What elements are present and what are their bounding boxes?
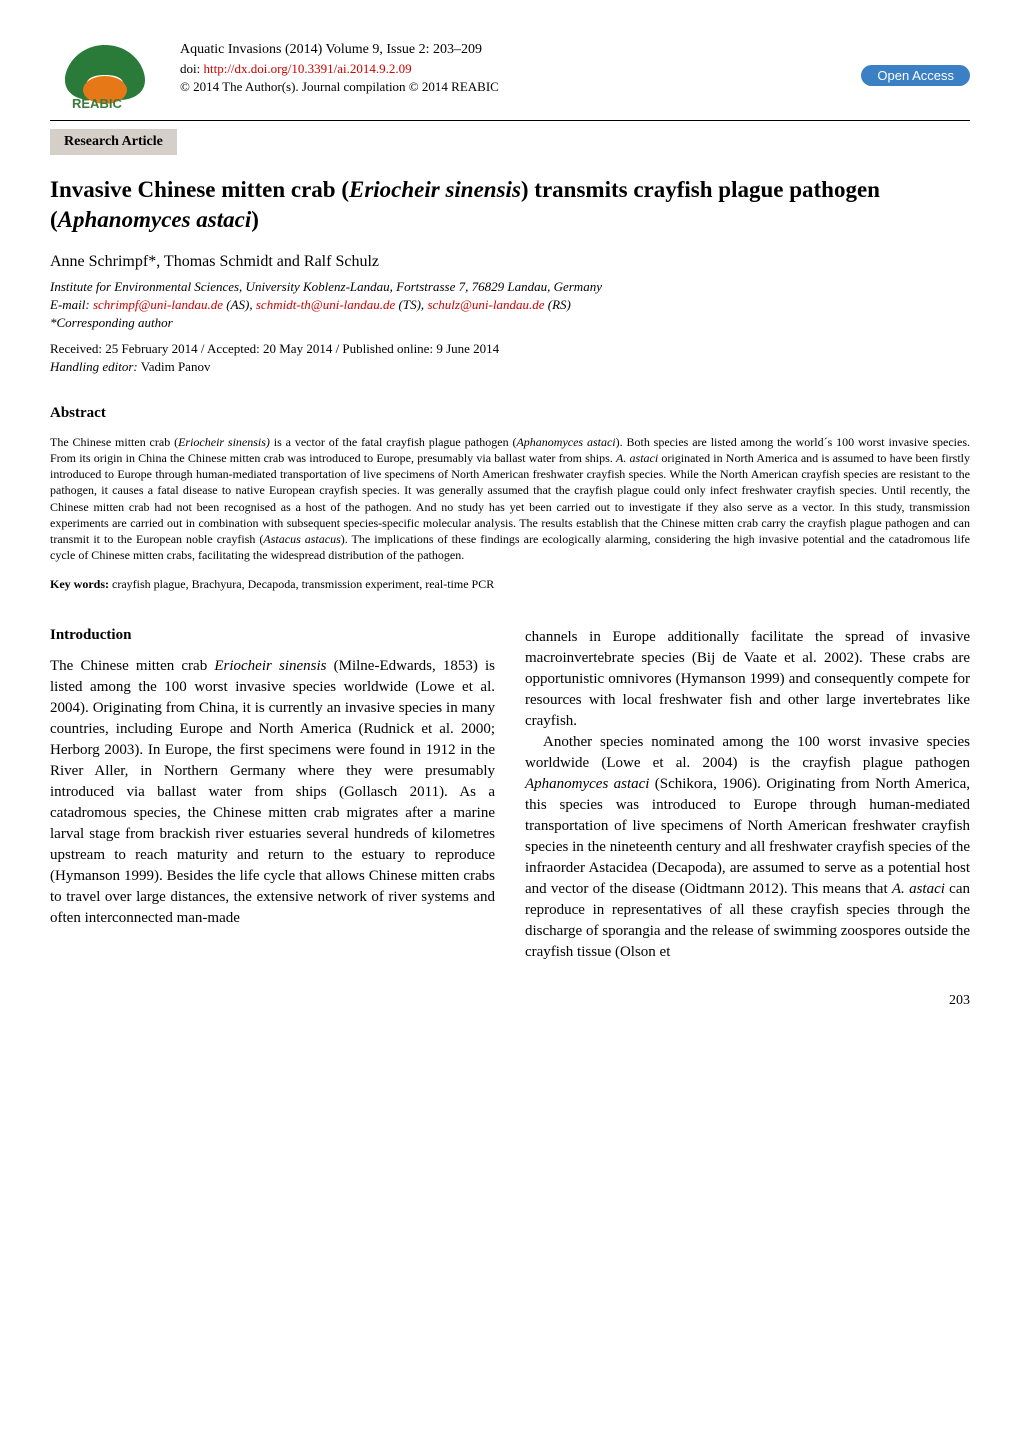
email-link-1[interactable]: schrimpf@uni-landau.de — [93, 297, 223, 312]
open-access-badge: Open Access — [861, 65, 970, 86]
keywords-text: crayfish plague, Brachyura, Decapoda, tr… — [112, 577, 494, 591]
email-prefix: E-mail: — [50, 297, 93, 312]
research-article-label: Research Article — [50, 129, 177, 155]
handling-editor: Handling editor: Vadim Panov — [50, 359, 970, 375]
email-suffix-1: (AS), — [223, 297, 256, 312]
email-suffix-3: (RS) — [544, 297, 570, 312]
logo-text: REABIC — [72, 96, 122, 110]
doi-prefix: doi: — [180, 61, 203, 76]
intro-col2: channels in Europe additionally facilita… — [525, 627, 970, 963]
reabic-logo: REABIC — [50, 40, 160, 110]
email-suffix-2: (TS), — [395, 297, 427, 312]
divider — [50, 120, 970, 121]
doi-link[interactable]: http://dx.doi.org/10.3391/ai.2014.9.2.09 — [203, 61, 411, 76]
email-link-2[interactable]: schmidt-th@uni-landau.de — [256, 297, 395, 312]
publication-dates: Received: 25 February 2014 / Accepted: 2… — [50, 341, 970, 357]
journal-title: Aquatic Invasions (2014) Volume 9, Issue… — [180, 40, 841, 60]
article-title: Invasive Chinese mitten crab (Eriocheir … — [50, 175, 970, 235]
header-bar: REABIC Aquatic Invasions (2014) Volume 9… — [50, 40, 970, 110]
email-link-3[interactable]: schulz@uni-landau.de — [427, 297, 544, 312]
journal-info: Aquatic Invasions (2014) Volume 9, Issue… — [180, 40, 841, 96]
editor-name: Vadim Panov — [138, 359, 211, 374]
keywords: Key words: crayfish plague, Brachyura, D… — [50, 577, 970, 592]
page-number: 203 — [50, 993, 970, 1009]
corresponding-author: *Corresponding author — [50, 315, 970, 331]
column-right: channels in Europe additionally facilita… — [525, 627, 970, 963]
affiliation: Institute for Environmental Sciences, Un… — [50, 279, 970, 295]
abstract-heading: Abstract — [50, 405, 970, 422]
logo-icon: REABIC — [50, 40, 160, 110]
intro-heading: Introduction — [50, 627, 495, 644]
doi-line: doi: http://dx.doi.org/10.3391/ai.2014.9… — [180, 60, 841, 78]
intro-col1: The Chinese mitten crab Eriocheir sinens… — [50, 656, 495, 929]
copyright: © 2014 The Author(s). Journal compilatio… — [180, 78, 841, 96]
authors: Anne Schrimpf*, Thomas Schmidt and Ralf … — [50, 253, 970, 271]
abstract-text: The Chinese mitten crab (Eriocheir sinen… — [50, 434, 970, 564]
email-line: E-mail: schrimpf@uni-landau.de (AS), sch… — [50, 297, 970, 313]
keywords-label: Key words: — [50, 577, 112, 591]
column-left: Introduction The Chinese mitten crab Eri… — [50, 627, 495, 963]
two-column-layout: Introduction The Chinese mitten crab Eri… — [50, 627, 970, 963]
editor-label: Handling editor: — [50, 359, 138, 374]
